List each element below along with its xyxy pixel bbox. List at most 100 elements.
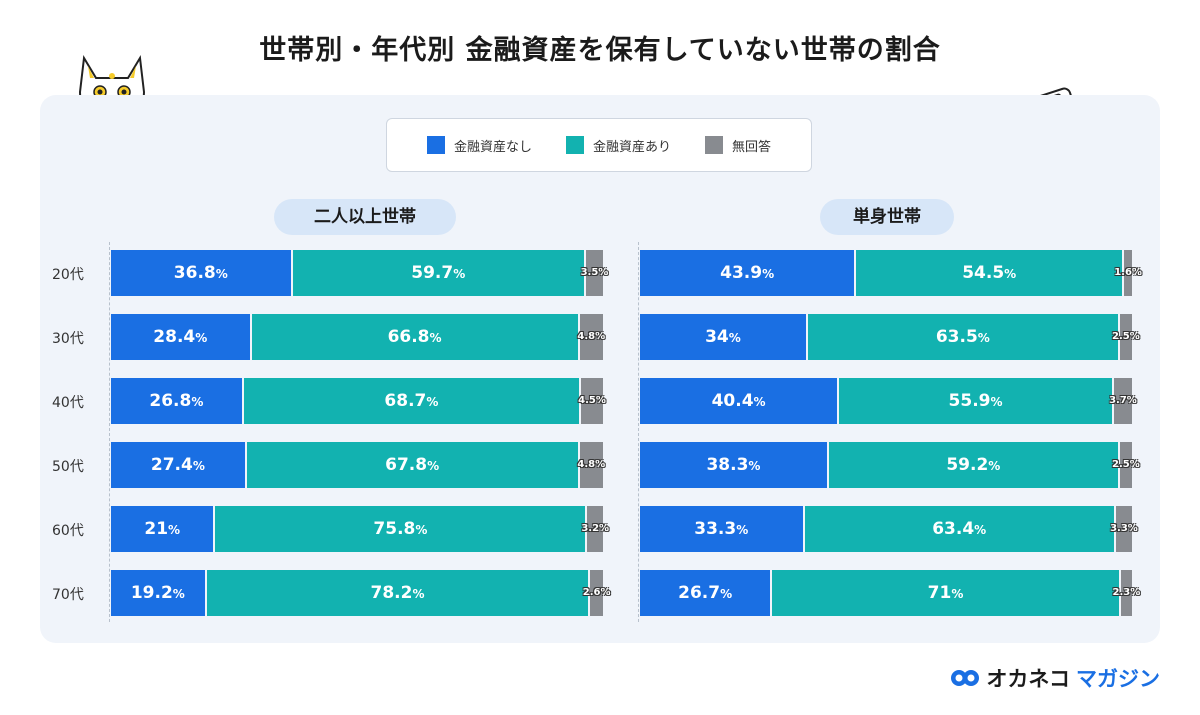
bar-segment [1119,314,1132,360]
bar-segment [640,442,827,488]
bar-value-number: 63.4 [932,519,975,539]
brand-mark-icon [951,670,980,686]
bar-segment [640,250,855,296]
bar-segment [206,570,589,616]
legend-item-has-assets: 金融資産あり [565,136,671,155]
bar-value-label: 2.6% [582,587,611,598]
bar-value-unit: % [192,459,205,473]
bar-value-unit: % [762,267,775,281]
bar-value-label: 68.7% [244,378,579,424]
bar-segment [581,378,603,424]
bar-value-number: 36.8 [173,263,216,283]
bar-value-number: 54.5 [962,263,1005,283]
bar-segment [772,570,1119,616]
bar-value-number: 26.8 [149,391,192,411]
bar-segment [1115,506,1132,552]
legend-item-no-answer: 無回答 [705,136,771,155]
brand-name-part1: オカネコ [986,667,1070,691]
chart-title: 世帯別・年代別 金融資産を保有していない世帯の割合 [259,35,941,66]
bar-value-label: 2.5% [1112,331,1140,342]
bar-value-unit: % [974,523,987,537]
bar-segment [640,314,806,360]
bar-value-unit: % [427,459,440,473]
bar-value-number: 27.4 [150,455,193,475]
bar-segment [640,570,771,616]
bar-value-unit: % [720,587,733,601]
bar-segment [215,506,586,552]
bar-segment [111,570,205,616]
bar-value-number: 66.8 [387,327,430,347]
bar-value-label: 26.8% [111,378,242,424]
brand-name-part2: マガジン [1076,667,1160,691]
legend-label: 金融資産なし [453,139,532,155]
legend-label: 無回答 [732,139,772,155]
row-label: 60代 [52,523,84,539]
bar-value-unit: % [728,331,741,345]
bar-value-label: 67.8% [247,442,578,488]
row-label: 20代 [52,267,84,283]
bar-value-number: 40.4 [711,391,754,411]
bar-segment [640,378,838,424]
group-label-single: 単身世帯 [820,199,954,235]
bar-value-label: 40.4% [640,378,837,424]
bar-value-number: 43.9 [720,263,763,283]
bar-value-label: 19.2% [111,570,205,616]
bar-segment [1113,378,1132,424]
row-label: 50代 [52,459,84,475]
bar-value-unit: % [753,395,766,409]
legend-swatch [426,136,445,154]
bar-segment [111,442,245,488]
bar-value-number: 67.8 [385,455,428,475]
bar-value-label: 2.3% [1112,587,1141,598]
bar-value-label: 3.5% [580,267,609,278]
bar-value-number: 33.3 [694,519,737,539]
bar-value-unit: % [215,267,228,281]
bar-segment [579,442,603,488]
bar-segment [590,570,603,616]
legend-label: 金融資産あり [592,139,671,155]
bar-value-label: 54.5% [856,250,1122,296]
bar-segment [1120,570,1132,616]
bar-value-label: 4.8% [577,459,606,470]
bar-value-number: 19.2 [130,583,173,603]
brand-logo: オカネコ マガジン [950,663,1160,693]
bar-segment [1124,250,1132,296]
bar-value-label: 36.8% [111,250,291,296]
bar-value-number: 38.3 [706,455,749,475]
bar-segment [111,506,214,552]
bar-value-number: 59.2 [946,455,989,475]
bar-value-label: 33.3% [640,506,803,552]
bar-value-label: 34% [640,314,806,360]
bar-value-label: 4.8% [577,331,606,342]
bar-segment [807,314,1118,360]
bar-value-number: 26.7 [678,583,721,603]
bar-value-unit: % [191,395,204,409]
bar-value-unit: % [977,331,990,345]
bar-value-label: 3.3% [1110,523,1138,534]
bar-segment [1119,442,1132,488]
bar-value-label: 63.4% [805,506,1114,552]
bar-value-label: 66.8% [252,314,578,360]
bar-value-number: 21 [144,519,169,539]
bar-value-label: 1.6% [1114,267,1142,278]
row-label: 30代 [52,331,84,347]
bar-value-unit: % [415,523,428,537]
bar-value-label: 78.2% [207,570,589,616]
bar-segment [111,250,291,296]
bar-value-label: 28.4% [111,314,250,360]
bar-value-unit: % [168,523,181,537]
bar-value-label: 3.7% [1109,395,1137,406]
bar-value-unit: % [951,587,964,601]
bar-value-number: 55.9 [948,391,991,411]
bar-segment [292,250,584,296]
bar-segment [579,314,603,360]
bar-value-unit: % [988,459,1001,473]
axis-line-right [638,242,639,622]
bar-segment [111,314,250,360]
bar-value-label: 2.5% [1112,459,1140,470]
chart-panel [40,95,1160,643]
bar-value-label: 75.8% [215,506,585,552]
bar-value-number: 78.2 [370,583,413,603]
bar-value-label: 71% [772,570,1118,616]
row-label: 70代 [52,587,84,603]
